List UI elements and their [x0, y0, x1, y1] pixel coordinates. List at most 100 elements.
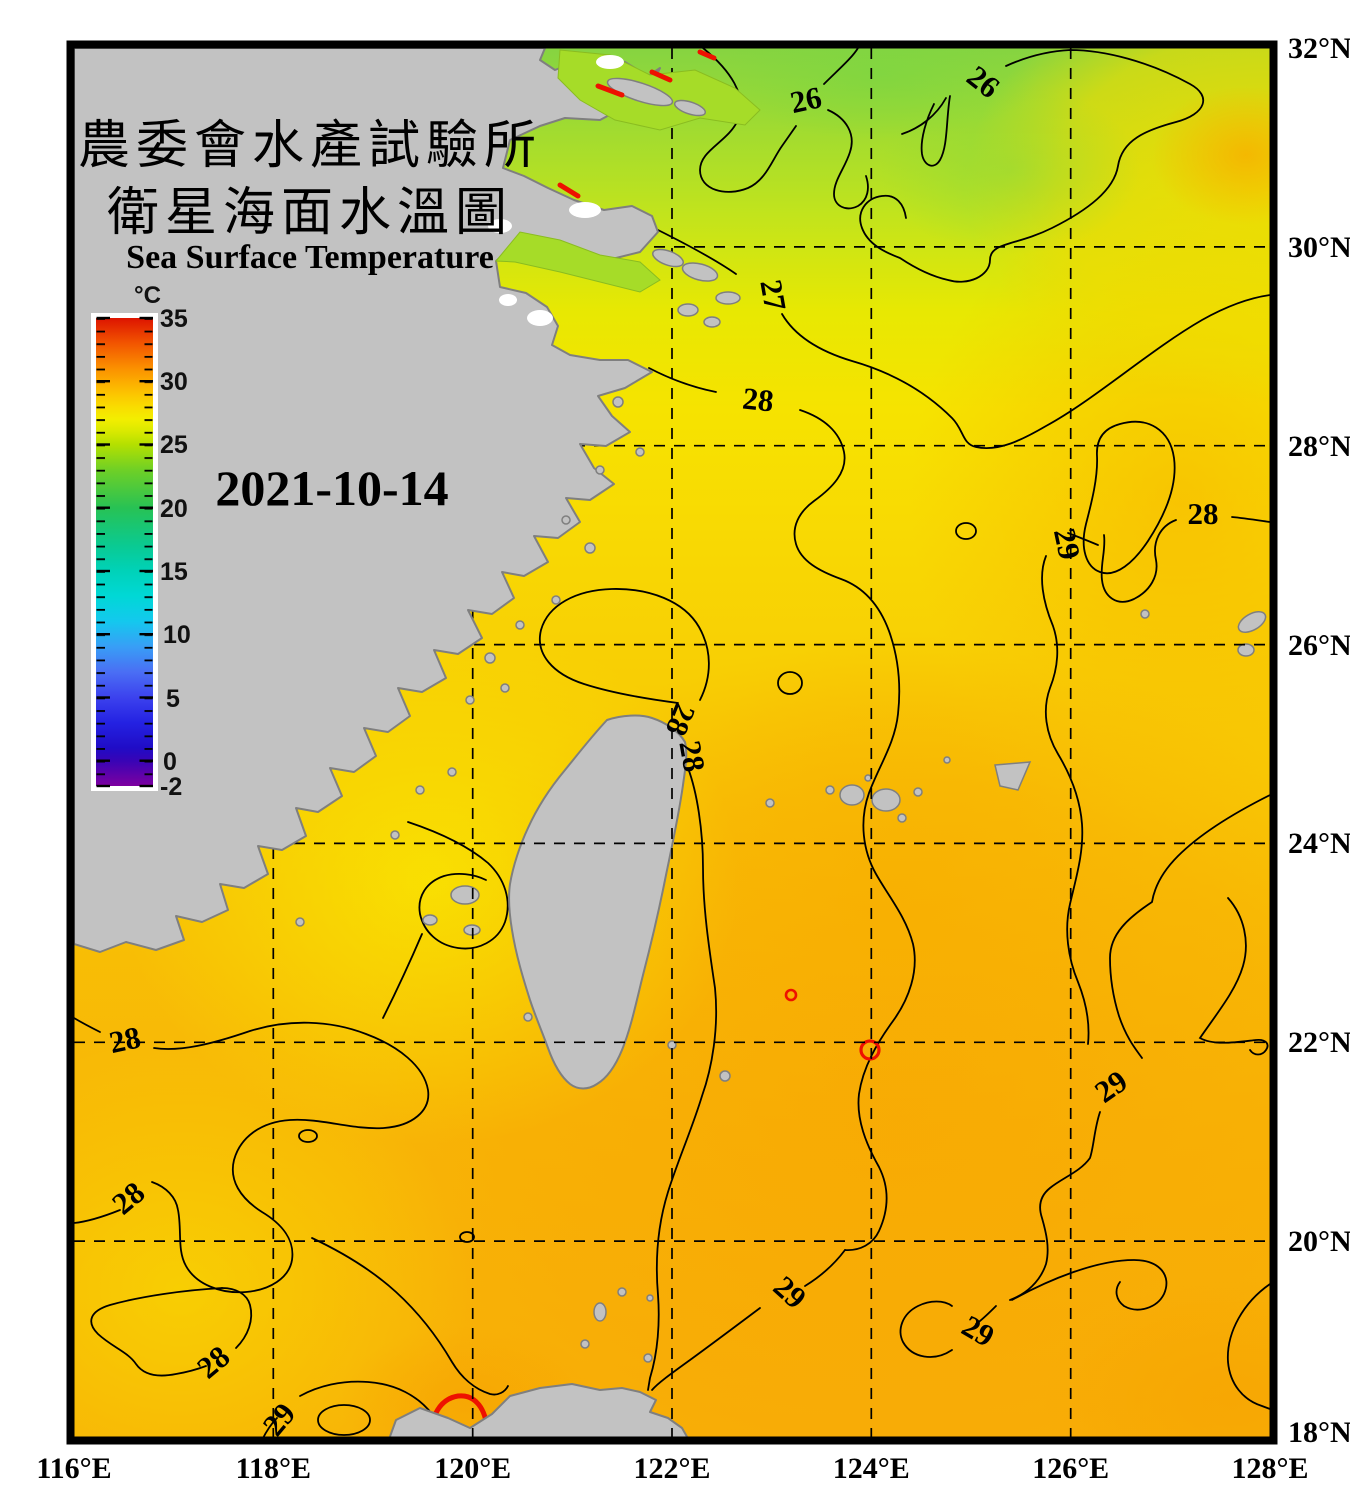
- island-iriomote: [871, 788, 901, 812]
- island-ishigaki: [839, 784, 865, 806]
- isotherm-26: [827, 109, 869, 210]
- island: [897, 813, 907, 823]
- island-chongming: [606, 77, 674, 107]
- lat-tick: 24°N: [1288, 827, 1350, 860]
- island: [422, 914, 438, 926]
- lat-tick: 28°N: [1288, 430, 1350, 463]
- date-label: 2021-10-14: [215, 460, 448, 516]
- cloud-patches: [488, 55, 624, 326]
- colorbar-tick: 20: [160, 495, 188, 523]
- zhoushan-islands: [652, 248, 741, 328]
- colorbar-tick: 15: [160, 558, 188, 586]
- isotherm-29: [804, 1249, 846, 1287]
- isotherm-29: [1011, 1259, 1168, 1311]
- colorbar: °C 35 30 25 20 15 10: [91, 282, 191, 801]
- island: [617, 1287, 627, 1297]
- island-batanes: [593, 1302, 607, 1322]
- colorbar-tick: -2: [160, 773, 182, 801]
- isotherm-28: [221, 1287, 253, 1349]
- isotherm-ring: [459, 1231, 475, 1243]
- warm-isotherm-ring: [784, 988, 798, 1002]
- isotherm-ring: [298, 1129, 318, 1143]
- island: [943, 756, 951, 764]
- colorbar-tick: 5: [166, 685, 180, 713]
- island: [864, 774, 872, 782]
- isotherm-26: [859, 49, 1204, 283]
- taiwan-island: [507, 714, 688, 1090]
- lon-tick: 120°E: [434, 1452, 511, 1485]
- island: [719, 1070, 731, 1082]
- lon-tick: 122°E: [633, 1452, 710, 1485]
- lon-tick: 118°E: [236, 1452, 311, 1485]
- isotherm-label: 28: [1188, 496, 1219, 531]
- island: [450, 885, 480, 905]
- title-zh-line2: 衛星海面水溫圖: [107, 185, 513, 242]
- island: [523, 1012, 533, 1022]
- latitude-axis: 32°N 30°N 28°N 26°N 24°N 22°N 20°N 18°N: [1288, 32, 1350, 1449]
- map-frame: [66, 40, 1278, 1445]
- lon-tick: 116°E: [36, 1452, 111, 1485]
- isotherm-29: [1109, 794, 1270, 1059]
- island-okinawa: [1237, 611, 1267, 633]
- coastal-islets: [295, 396, 645, 927]
- island: [646, 1294, 654, 1302]
- isotherm-29: [975, 1305, 997, 1325]
- isotherm-26: [920, 95, 951, 167]
- lon-tick: 124°E: [833, 1452, 910, 1485]
- isotherm-labels: 26 26 27 28 28 29 28 28 28 28 28 29 29 2…: [105, 58, 1219, 1440]
- isotherm-28: [407, 821, 509, 950]
- isotherm-28: [648, 367, 717, 393]
- isotherm-ring: [777, 671, 803, 695]
- island: [765, 798, 775, 808]
- isotherm-29: [1041, 555, 1090, 1045]
- mainland: [74, 48, 761, 953]
- island-miyako: [994, 761, 1032, 791]
- estuary-water: [494, 231, 661, 293]
- colorbar-minor-ticks-right: [144, 318, 153, 786]
- graticule: [74, 48, 1270, 1440]
- isotherm-pocket: [1082, 420, 1176, 575]
- island: [1237, 643, 1255, 657]
- island: [673, 99, 707, 117]
- colorbar-tick-labels: 35 30 25 20 15 10 5 0 -2: [160, 305, 191, 801]
- colorbar-tick: 25: [160, 431, 188, 459]
- isotherm-label: 27: [753, 277, 793, 314]
- island: [643, 1353, 653, 1363]
- isotherm-label: 29: [1047, 525, 1088, 563]
- longitude-axis: 116°E 118°E 120°E 122°E 124°E 126°E 128°…: [36, 1452, 1308, 1485]
- lat-tick: 26°N: [1288, 629, 1350, 662]
- isotherm-28: [74, 1209, 121, 1224]
- lat-tick: 30°N: [1288, 231, 1350, 264]
- isotherm-29: [1009, 1111, 1101, 1301]
- colorbar-minor-ticks-left: [96, 318, 105, 786]
- isotherm-29: [1227, 1283, 1270, 1410]
- island: [1140, 609, 1150, 619]
- island: [825, 785, 835, 795]
- isotherm-ring: [317, 1404, 371, 1436]
- isotherm-28: [647, 767, 718, 1391]
- lat-tick: 22°N: [1288, 1026, 1350, 1059]
- isotherm-label: 28: [741, 381, 775, 419]
- colorbar-major-ticks: [96, 316, 153, 788]
- lon-tick: 128°E: [1231, 1452, 1308, 1485]
- title-zh-line1: 農委會水產試驗所: [78, 118, 542, 175]
- isotherm-29: [651, 1307, 761, 1391]
- isotherm-28: [90, 1287, 223, 1377]
- estuary-warm-strips: [557, 49, 717, 199]
- isotherm-label: 28: [672, 738, 712, 775]
- lat-tick: 32°N: [1288, 32, 1350, 65]
- lon-tick: 126°E: [1032, 1452, 1109, 1485]
- isotherm-28: [74, 1017, 101, 1033]
- isotherm-label: 28: [106, 1019, 144, 1060]
- isotherm-27: [781, 294, 1270, 449]
- title-en: Sea Surface Temperature: [126, 239, 494, 276]
- isotherm-28: [1100, 519, 1177, 603]
- island: [913, 787, 923, 797]
- isotherm-ring: [955, 522, 977, 540]
- lat-tick: 20°N: [1288, 1225, 1350, 1258]
- colorbar-tick: 30: [160, 368, 188, 396]
- isotherm-28: [382, 933, 423, 1019]
